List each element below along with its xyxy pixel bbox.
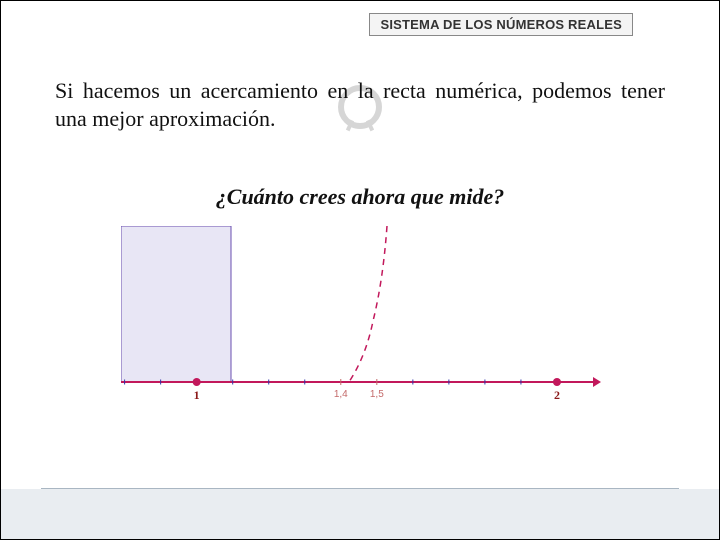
svg-text:1: 1 bbox=[194, 388, 200, 402]
slide-frame: SISTEMA DE LOS NÚMEROS REALES Si hacemos… bbox=[0, 0, 720, 540]
numberline-figure: 1,4 1,5 1 2 bbox=[121, 226, 601, 426]
footer-band bbox=[1, 489, 719, 539]
question-text: ¿Cuánto crees ahora que mide? bbox=[1, 184, 719, 210]
header-title: SISTEMA DE LOS NÚMEROS REALES bbox=[380, 17, 622, 32]
svg-text:2: 2 bbox=[554, 388, 560, 402]
body-paragraph: Si hacemos un acercamiento en la recta n… bbox=[55, 77, 665, 132]
svg-text:1,5: 1,5 bbox=[370, 389, 384, 400]
svg-text:1,4: 1,4 bbox=[334, 389, 348, 400]
numberline-svg: 1,4 1,5 1 2 bbox=[121, 226, 601, 426]
header-title-box: SISTEMA DE LOS NÚMEROS REALES bbox=[369, 13, 633, 36]
